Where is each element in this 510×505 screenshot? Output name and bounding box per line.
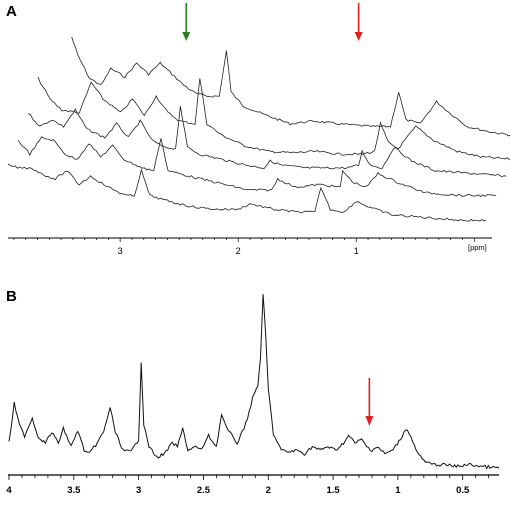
arrow-b-head (365, 416, 374, 426)
panel-b-tick-label: 2 (266, 485, 271, 496)
spectrum-trace-3 (27, 106, 507, 178)
panel-a-unit-label: [ppm] (468, 243, 487, 252)
panel-b-tick-label: 3.5 (67, 485, 81, 496)
panel-a-ticks: 3 2 1 (13, 238, 475, 256)
spectrum-trace-5 (7, 163, 487, 222)
panel-a-arrows (182, 3, 363, 41)
panel-b: B 4 3.5 3 2.5 2 1.5 1 0.5 (6, 288, 500, 496)
panel-b-tick-label: 4 (6, 485, 12, 496)
arrow-2-head (354, 32, 363, 41)
panel-b-spectrum (8, 294, 500, 470)
arrow-1-head (182, 32, 191, 41)
panel-b-tick-label: 3 (136, 485, 141, 496)
panel-b-ticks: 4 3.5 3 2.5 2 1.5 1 0.5 (6, 475, 490, 496)
panel-b-tick-label: 0.5 (456, 485, 470, 496)
panel-a-spectra (7, 36, 510, 222)
spectrum-trace-4 (17, 136, 497, 197)
panel-b-arrows (365, 378, 374, 426)
spectrum-trace-1 (71, 36, 510, 137)
panel-a-tick-label: 2 (236, 246, 241, 256)
panel-a: A 3 2 1 [ppm] (6, 3, 510, 256)
spectrum-trace-b (8, 294, 500, 470)
panel-a-label: A (6, 3, 17, 20)
spectrum-trace-2 (37, 77, 510, 161)
panel-b-tick-label: 2.5 (197, 485, 211, 496)
panel-a-tick-label: 1 (354, 246, 359, 256)
panel-b-label: B (6, 288, 17, 305)
panel-a-tick-label: 3 (118, 246, 123, 256)
panel-b-tick-label: 1 (395, 485, 401, 496)
panel-b-tick-label: 1.5 (326, 485, 340, 496)
